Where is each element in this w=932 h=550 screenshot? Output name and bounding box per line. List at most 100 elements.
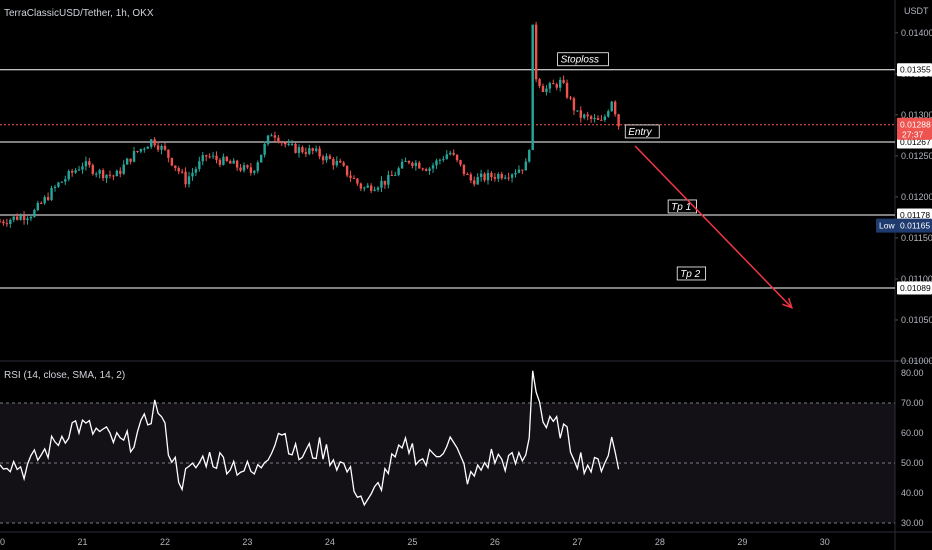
- candle-body: [390, 174, 393, 176]
- price-tick-label: 0.01300: [901, 110, 932, 120]
- candle-body: [9, 219, 12, 224]
- candle-body: [174, 165, 177, 169]
- level-badge-tp-1-box: [897, 208, 932, 222]
- candle-body: [12, 216, 15, 220]
- candle-body: [270, 135, 273, 137]
- candle-body: [122, 164, 125, 174]
- candle-body: [517, 169, 521, 173]
- candle-body: [290, 143, 294, 145]
- candle-body: [476, 177, 479, 185]
- candle-body: [569, 97, 572, 99]
- candle-body: [26, 218, 29, 220]
- candle-body: [232, 160, 235, 164]
- candle-body: [125, 158, 129, 165]
- candle-body: [160, 146, 163, 150]
- level-annotation-box: [676, 266, 707, 281]
- candle-body: [180, 171, 184, 173]
- candle-body: [53, 186, 57, 188]
- level-annotation-stoploss: Stoploss: [561, 55, 599, 66]
- rsi-title: RSI (14, close, SMA, 14, 2): [4, 370, 125, 381]
- candle-body: [617, 114, 620, 127]
- candle-body: [259, 154, 263, 163]
- candle-body: [503, 177, 507, 179]
- candle-body: [256, 162, 259, 171]
- candle-body: [349, 175, 352, 178]
- currency-label: USDT: [904, 6, 929, 16]
- candle-body: [167, 149, 170, 158]
- candle-body: [287, 143, 290, 145]
- candle-body: [607, 111, 610, 117]
- trend-arrow[interactable]: [634, 145, 794, 309]
- candle-body: [325, 155, 328, 161]
- candle-body: [50, 187, 53, 200]
- price-tick-label: 0.01200: [901, 192, 932, 202]
- candle-body: [253, 170, 256, 173]
- candle-body: [64, 179, 67, 182]
- candle-body: [473, 180, 476, 185]
- candle-body: [593, 118, 596, 120]
- level-annotation-box: [624, 124, 660, 139]
- price-tick-label: 0.01150: [901, 233, 932, 243]
- candle-body: [297, 147, 301, 153]
- price-tick-label: 0.01000: [901, 356, 932, 366]
- candle-body: [321, 156, 325, 161]
- level-badge-stoploss: 0.01355: [900, 65, 931, 75]
- candle-body: [108, 174, 112, 176]
- candle-body: [101, 170, 105, 179]
- low-badge-box: [876, 218, 932, 233]
- candle-body: [541, 86, 545, 92]
- candle-body: [143, 148, 146, 150]
- candle-body: [510, 174, 514, 178]
- candle-body: [500, 174, 503, 179]
- candle-body: [22, 215, 26, 220]
- rsi-tick-label: 50.00: [901, 458, 924, 468]
- rsi-tick-label: 70.00: [901, 398, 924, 408]
- candle-body: [46, 197, 50, 200]
- candle-body: [449, 152, 452, 155]
- candle-body: [187, 176, 191, 185]
- candle-body: [400, 161, 404, 169]
- candle-body: [225, 156, 229, 161]
- candle-body: [201, 155, 204, 162]
- candle-body: [514, 172, 517, 175]
- candle-body: [308, 148, 311, 154]
- candle-body: [521, 169, 524, 171]
- price-tick-label: 0.01400: [901, 28, 932, 38]
- candle-body: [442, 159, 445, 161]
- candle-body: [246, 165, 249, 168]
- candle-body: [211, 155, 215, 157]
- time-tick-label: 26: [490, 537, 500, 547]
- candle-body: [589, 116, 593, 119]
- candle-body: [414, 162, 418, 166]
- candle-body: [418, 162, 421, 169]
- candle-body: [534, 24, 538, 80]
- level-badge-stoploss-box: [897, 63, 932, 77]
- candle-body: [483, 173, 486, 181]
- candle-body: [359, 183, 363, 189]
- level-badge-entry: 0.01267: [900, 137, 931, 147]
- candle-body: [119, 170, 122, 174]
- candle-body: [40, 202, 43, 204]
- candle-body: [311, 148, 314, 151]
- candle-body: [239, 167, 242, 171]
- low-badge-label: Low: [879, 221, 895, 231]
- candle-body: [235, 160, 239, 168]
- candle-body: [558, 79, 562, 88]
- candle-body: [191, 172, 194, 177]
- candle-body: [528, 150, 531, 162]
- candle-body: [318, 148, 321, 157]
- candle-body: [5, 223, 9, 225]
- candle-body: [273, 135, 277, 138]
- candle-body: [600, 119, 603, 121]
- candle-body: [139, 148, 143, 152]
- level-badge-tp-1: 0.01178: [900, 210, 930, 220]
- candle-body: [204, 155, 208, 157]
- candle-body: [428, 168, 431, 171]
- candle-body: [507, 177, 510, 179]
- candle-body: [70, 171, 74, 173]
- candle-body: [486, 172, 490, 181]
- candle-body: [445, 154, 448, 160]
- candle-body: [314, 148, 318, 151]
